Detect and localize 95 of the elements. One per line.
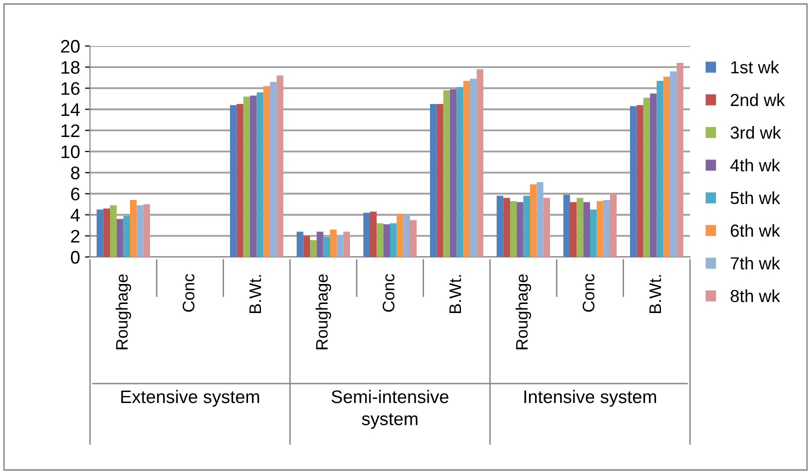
text: Semi-intensive system <box>332 390 448 429</box>
y-tick-label: 6 <box>71 188 80 200</box>
bar <box>410 220 417 257</box>
y-tick-label: 18 <box>62 61 80 74</box>
y-tick-label: 10 <box>62 145 80 158</box>
bar <box>390 223 397 257</box>
x-tick-label: Roughage <box>316 274 332 350</box>
bar <box>663 76 670 257</box>
bar <box>543 198 550 257</box>
x-tick-label: Conc <box>582 274 594 312</box>
bar <box>230 105 237 257</box>
bar <box>270 82 277 257</box>
x-tick-label: Roughage <box>516 274 532 350</box>
x-tick-label: B.Wt. <box>450 275 462 314</box>
bar <box>450 89 457 257</box>
bar <box>396 214 404 257</box>
bar <box>536 182 544 257</box>
legend-label: 8th wk <box>730 289 780 302</box>
bar <box>343 232 350 257</box>
bar <box>136 205 144 257</box>
y-tick-label: 4 <box>70 208 80 222</box>
bar <box>523 196 530 257</box>
bar <box>510 201 517 257</box>
x-tick-label: Conc <box>182 274 194 312</box>
bar <box>123 216 130 257</box>
bar <box>236 104 244 257</box>
bar <box>496 196 504 257</box>
bar <box>650 93 657 257</box>
bar <box>470 78 477 257</box>
bar <box>376 223 384 257</box>
bar <box>403 214 410 257</box>
legend-label: 5th wk <box>730 191 780 204</box>
bar <box>583 202 590 257</box>
y-tick-label: 0 <box>70 250 80 264</box>
bar <box>276 76 284 257</box>
bar <box>630 106 637 257</box>
bar <box>503 198 510 257</box>
bar <box>110 205 117 257</box>
legend-label: 4th wk <box>730 158 780 172</box>
y-tick-label: 8 <box>71 166 80 180</box>
bar <box>456 87 464 257</box>
bar <box>316 232 324 257</box>
bar <box>570 202 577 257</box>
x-tick-label: Conc <box>382 274 394 312</box>
x-tick-label: B.Wt. <box>250 275 262 314</box>
bar <box>576 198 584 257</box>
legend-label: 2nd wk <box>730 93 785 106</box>
y-tick-label: 2 <box>71 230 80 242</box>
bar <box>656 80 664 257</box>
bar <box>476 69 484 257</box>
bar <box>303 236 310 257</box>
bar <box>596 201 604 257</box>
bar <box>370 212 377 257</box>
bar <box>610 194 617 257</box>
bar <box>603 200 610 257</box>
bar <box>363 212 370 257</box>
bar <box>676 62 684 257</box>
y-tick-label: 12 <box>62 124 80 137</box>
bar <box>463 80 470 257</box>
bar <box>143 204 150 257</box>
y-tick-label: 16 <box>62 82 80 95</box>
bar <box>443 90 450 257</box>
bar <box>263 86 270 257</box>
bar <box>436 104 444 257</box>
bar <box>96 210 104 257</box>
bar <box>670 71 677 257</box>
bar <box>250 96 257 257</box>
y-tick-label: 14 <box>62 103 80 116</box>
bar <box>130 200 137 257</box>
text: Extensive system <box>121 390 260 407</box>
bar <box>296 232 304 257</box>
bar <box>243 96 250 257</box>
x-tick-label: Roughage <box>116 274 132 350</box>
x-tick-label: B.Wt. <box>650 275 662 314</box>
bar <box>563 194 570 257</box>
bar <box>330 230 337 257</box>
bar <box>323 236 330 257</box>
bar <box>383 224 390 257</box>
bar <box>256 92 264 257</box>
bar <box>336 234 344 257</box>
bar <box>530 184 537 257</box>
text: Intensive system <box>524 390 656 407</box>
bar <box>590 210 597 257</box>
bar <box>643 98 650 257</box>
bar <box>116 219 124 257</box>
legend-label: 3rd wk <box>730 126 782 139</box>
bar <box>103 208 110 257</box>
bar <box>636 105 644 257</box>
bar <box>310 240 317 257</box>
legend-label: 6th wk <box>730 224 780 237</box>
bar <box>430 104 437 257</box>
legend-label: 1st wk <box>731 60 780 74</box>
y-tick-label: 20 <box>61 40 80 53</box>
legend-label: 7th wk <box>730 256 780 270</box>
bar <box>516 202 524 257</box>
